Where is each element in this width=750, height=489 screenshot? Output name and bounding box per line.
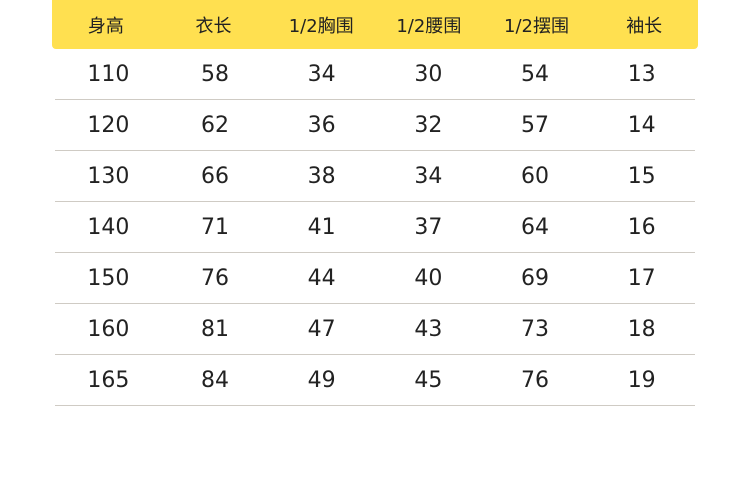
table-cell: 30 [414, 61, 443, 87]
table-row: 140 71 41 37 64 16 [55, 202, 695, 253]
column-header: 袖长 [626, 15, 663, 37]
table-cell: 18 [627, 316, 656, 342]
table-cell: 110 [87, 61, 130, 87]
size-table: 身高 衣长 1/2胸围 1/2腰围 1/2摆围 袖长 110 58 34 30 54 13 120 62… [52, 0, 698, 406]
table-cell: 14 [627, 112, 656, 138]
table-cell: 150 [87, 265, 130, 291]
table-cell: 130 [87, 163, 130, 189]
table-header: 身高 衣长 1/2胸围 1/2腰围 1/2摆围 袖长 [52, 0, 698, 49]
table-cell: 57 [521, 112, 550, 138]
column-header: 1/2腰围 [396, 15, 462, 37]
table-cell: 38 [307, 163, 336, 189]
table-cell: 15 [627, 163, 656, 189]
table-cell: 40 [414, 265, 443, 291]
table-cell: 37 [414, 214, 443, 240]
table-row: 165 84 49 45 76 19 [55, 355, 695, 406]
column-header: 1/2摆围 [504, 15, 569, 37]
table-cell: 45 [414, 367, 443, 393]
column-header: 身高 [87, 15, 124, 37]
table-cell: 58 [201, 61, 229, 87]
table-cell: 32 [414, 112, 443, 138]
table-cell: 62 [201, 112, 229, 138]
table-cell: 165 [87, 367, 130, 393]
table-cell: 73 [521, 316, 550, 342]
table-cell: 34 [307, 61, 336, 87]
table-cell: 76 [521, 367, 550, 393]
table-cell: 43 [414, 316, 443, 342]
column-header: 衣长 [195, 15, 232, 37]
table-cell: 34 [414, 163, 443, 189]
table-cell: 41 [307, 214, 336, 240]
table-cell: 69 [521, 265, 550, 291]
table-cell: 76 [201, 265, 229, 291]
table-cell: 16 [627, 214, 656, 240]
table-cell: 66 [201, 163, 229, 189]
table-cell: 81 [201, 316, 229, 342]
table-cell: 44 [307, 265, 336, 291]
table-cell: 84 [201, 367, 229, 393]
table-row: 120 62 36 32 57 14 [55, 100, 695, 151]
table-cell: 36 [307, 112, 336, 138]
column-header: 1/2胸围 [288, 15, 354, 37]
table-cell: 64 [521, 214, 550, 240]
table-cell: 54 [521, 61, 550, 87]
table-cell: 13 [627, 61, 656, 87]
table-row: 160 81 47 43 73 18 [55, 304, 695, 355]
table-cell: 71 [201, 214, 229, 240]
table-cell: 17 [627, 265, 656, 291]
table-row: 150 76 44 40 69 17 [55, 253, 695, 304]
table-cell: 160 [87, 316, 130, 342]
table-cell: 49 [307, 367, 336, 393]
table-row: 110 58 34 30 54 13 [55, 49, 695, 100]
table-body: 110 58 34 30 54 13 120 62 36 32 57 14 130 66 38 34 60 15 1… [52, 49, 698, 406]
table-cell: 47 [307, 316, 336, 342]
table-cell: 120 [87, 112, 130, 138]
table-cell: 19 [627, 367, 656, 393]
table-row: 130 66 38 34 60 15 [55, 151, 695, 202]
table-cell: 60 [521, 163, 550, 189]
table-cell: 140 [87, 214, 130, 240]
